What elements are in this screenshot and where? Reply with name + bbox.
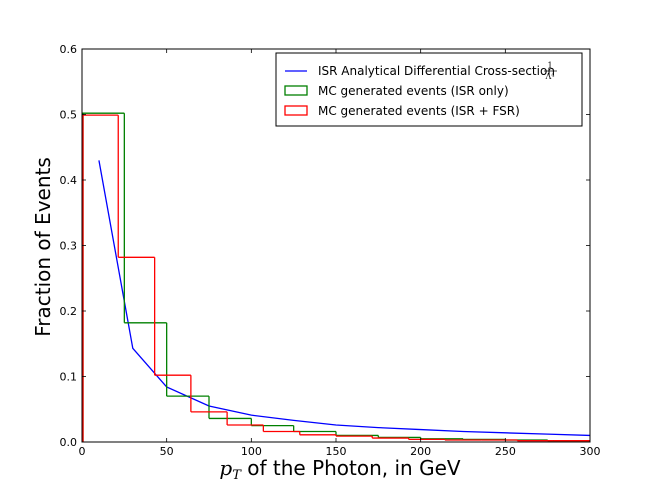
legend-label-analytic: ISR Analytical Differential Cross-sectio… [318, 64, 555, 78]
y-tick-label-4: 0.4 [60, 174, 78, 187]
y-tick-label-6: 0.6 [60, 43, 78, 56]
legend-swatch-isr-only [284, 85, 308, 96]
legend-box [275, 52, 583, 127]
x-tick-label-1: 50 [160, 445, 174, 458]
y-tick-label-5: 0.5 [60, 109, 78, 122]
x-tick-label-0: 0 [79, 445, 86, 458]
x-axis-title: pT of the Photon, in GeV [219, 456, 460, 483]
y-tick-label-2: 0.2 [60, 305, 78, 318]
ticks: 0 50 100 150 200 250 300 0.0 0.1 0.2 0.3 0.4 0.5 0.6 [60, 43, 601, 458]
y-tick-label-1: 0.1 [60, 371, 78, 384]
x-axis-title-text: of the Photon, in GeV [241, 456, 461, 480]
x-tick-label-4: 200 [410, 445, 431, 458]
x-tick-label-3: 150 [326, 445, 347, 458]
legend-formula-denominator: Λ⁴ [545, 72, 555, 81]
x-axis-title-math: p [219, 456, 232, 480]
legend-label-isr-only: MC generated events (ISR only) [318, 84, 509, 98]
series-layer [82, 112, 591, 442]
y-axis-title: Fraction of Events [31, 157, 55, 337]
legend-formula-numerator: 1 [547, 61, 552, 70]
x-tick-label-6: 300 [580, 445, 601, 458]
series-2-steps [82, 114, 590, 442]
legend-label-isr-fsr: MC generated events (ISR + FSR) [318, 104, 520, 118]
legend: ISR Analytical Differential Cross-sectio… [275, 52, 583, 127]
x-tick-label-5: 250 [495, 445, 516, 458]
y-tick-label-0: 0.0 [60, 436, 78, 449]
legend-swatch-isr-fsr [284, 105, 308, 116]
y-tick-label-3: 0.3 [60, 240, 78, 253]
x-axis-title-subscript: T [232, 468, 242, 483]
x-tick-label-2: 100 [241, 445, 262, 458]
legend-label-analytic-text: ISR Analytical Differential Cross-sectio… [318, 64, 555, 78]
